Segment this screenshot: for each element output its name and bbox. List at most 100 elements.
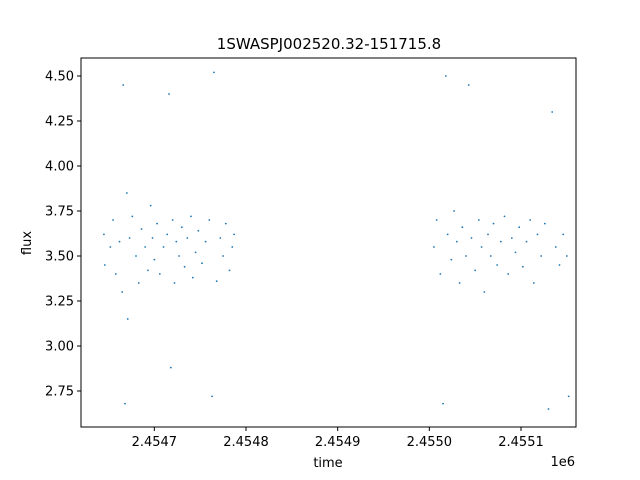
data-point	[532, 282, 535, 284]
x-tick-label: 2.4551	[498, 435, 544, 450]
data-point	[458, 282, 461, 284]
data-point	[153, 258, 156, 261]
data-point	[540, 255, 543, 257]
data-point	[215, 280, 218, 283]
data-point	[480, 246, 483, 248]
data-point	[536, 233, 539, 236]
data-point	[197, 229, 200, 232]
data-point	[470, 237, 473, 239]
data-point	[510, 237, 513, 239]
data-point	[433, 246, 435, 248]
data-point	[183, 265, 186, 268]
data-points	[103, 71, 570, 410]
data-point	[525, 240, 528, 243]
x-tick-label: 2.4547	[132, 435, 178, 450]
data-point	[114, 273, 117, 275]
data-point	[233, 233, 235, 236]
x-tick-label: 2.4549	[315, 435, 361, 450]
y-tick-label: 3.50	[45, 250, 74, 265]
data-point	[151, 237, 154, 239]
data-point	[112, 219, 114, 221]
data-point	[439, 273, 442, 275]
data-point	[492, 222, 495, 225]
data-point	[529, 219, 532, 221]
data-point	[126, 318, 129, 320]
y-tick-label: 4.50	[45, 70, 74, 85]
data-point	[137, 282, 140, 284]
data-point	[228, 269, 231, 272]
data-point	[543, 222, 546, 225]
data-point	[109, 246, 112, 248]
data-point	[156, 222, 158, 225]
y-tick-label: 2.75	[45, 385, 74, 400]
data-point	[208, 219, 211, 221]
data-point	[446, 233, 449, 236]
data-point	[444, 75, 447, 77]
data-point	[487, 233, 489, 236]
data-point	[204, 240, 207, 243]
data-point	[514, 251, 517, 254]
data-point	[147, 269, 149, 272]
x-tick-label: 2.4548	[223, 435, 269, 450]
data-point	[168, 93, 170, 95]
data-point	[507, 273, 510, 275]
data-point	[558, 264, 561, 266]
data-point	[474, 269, 477, 272]
data-point	[224, 222, 227, 225]
data-point	[465, 255, 467, 257]
data-point	[118, 240, 121, 243]
data-point	[211, 395, 213, 398]
y-tick-label: 4.00	[45, 160, 74, 175]
data-point	[483, 291, 486, 293]
chart-title: 1SWASPJ002520.32-151715.8	[217, 35, 441, 53]
data-point	[122, 84, 125, 86]
data-point	[489, 255, 492, 257]
y-axis-ticks: 2.75 3.00 3.25 3.50 3.75 4.00 4.25 4.50	[45, 70, 81, 400]
x-axis-ticks: 2.4547 2.4548 2.4549 2.4550 2.4551	[132, 427, 544, 450]
data-point	[496, 264, 499, 266]
x-axis-offset-label: 1e6	[550, 455, 575, 470]
data-point	[194, 251, 197, 254]
data-point	[453, 210, 455, 212]
data-point	[125, 192, 128, 194]
data-point	[551, 111, 554, 113]
data-point	[178, 255, 180, 257]
data-point	[162, 246, 165, 248]
data-point	[213, 71, 215, 74]
y-tick-label: 3.75	[45, 205, 74, 220]
data-point	[461, 226, 464, 229]
data-point	[477, 219, 480, 221]
data-point	[547, 408, 550, 410]
data-point	[201, 262, 203, 265]
data-point	[175, 240, 178, 243]
data-point	[554, 246, 557, 248]
data-point	[186, 237, 189, 239]
data-point	[467, 84, 470, 86]
data-point	[158, 273, 161, 275]
data-point	[567, 395, 570, 398]
data-point	[124, 402, 126, 405]
data-point	[518, 226, 521, 229]
data-point	[173, 282, 176, 284]
data-point	[180, 226, 183, 229]
y-axis-label: flux	[20, 231, 35, 255]
data-point	[562, 233, 565, 236]
data-point	[565, 255, 568, 257]
data-point	[131, 215, 134, 218]
data-point	[191, 276, 194, 279]
data-point	[521, 265, 524, 268]
plot-area-frame	[80, 57, 577, 428]
y-tick-label: 3.00	[45, 340, 74, 355]
data-point	[190, 215, 192, 218]
data-point	[171, 219, 174, 221]
y-tick-label: 3.25	[45, 295, 74, 310]
data-point	[503, 215, 506, 218]
data-point	[231, 246, 234, 248]
data-point	[103, 264, 106, 266]
data-point	[435, 219, 438, 221]
data-point	[442, 402, 444, 405]
data-point	[144, 246, 147, 248]
data-point	[450, 258, 453, 261]
data-point	[121, 291, 124, 293]
